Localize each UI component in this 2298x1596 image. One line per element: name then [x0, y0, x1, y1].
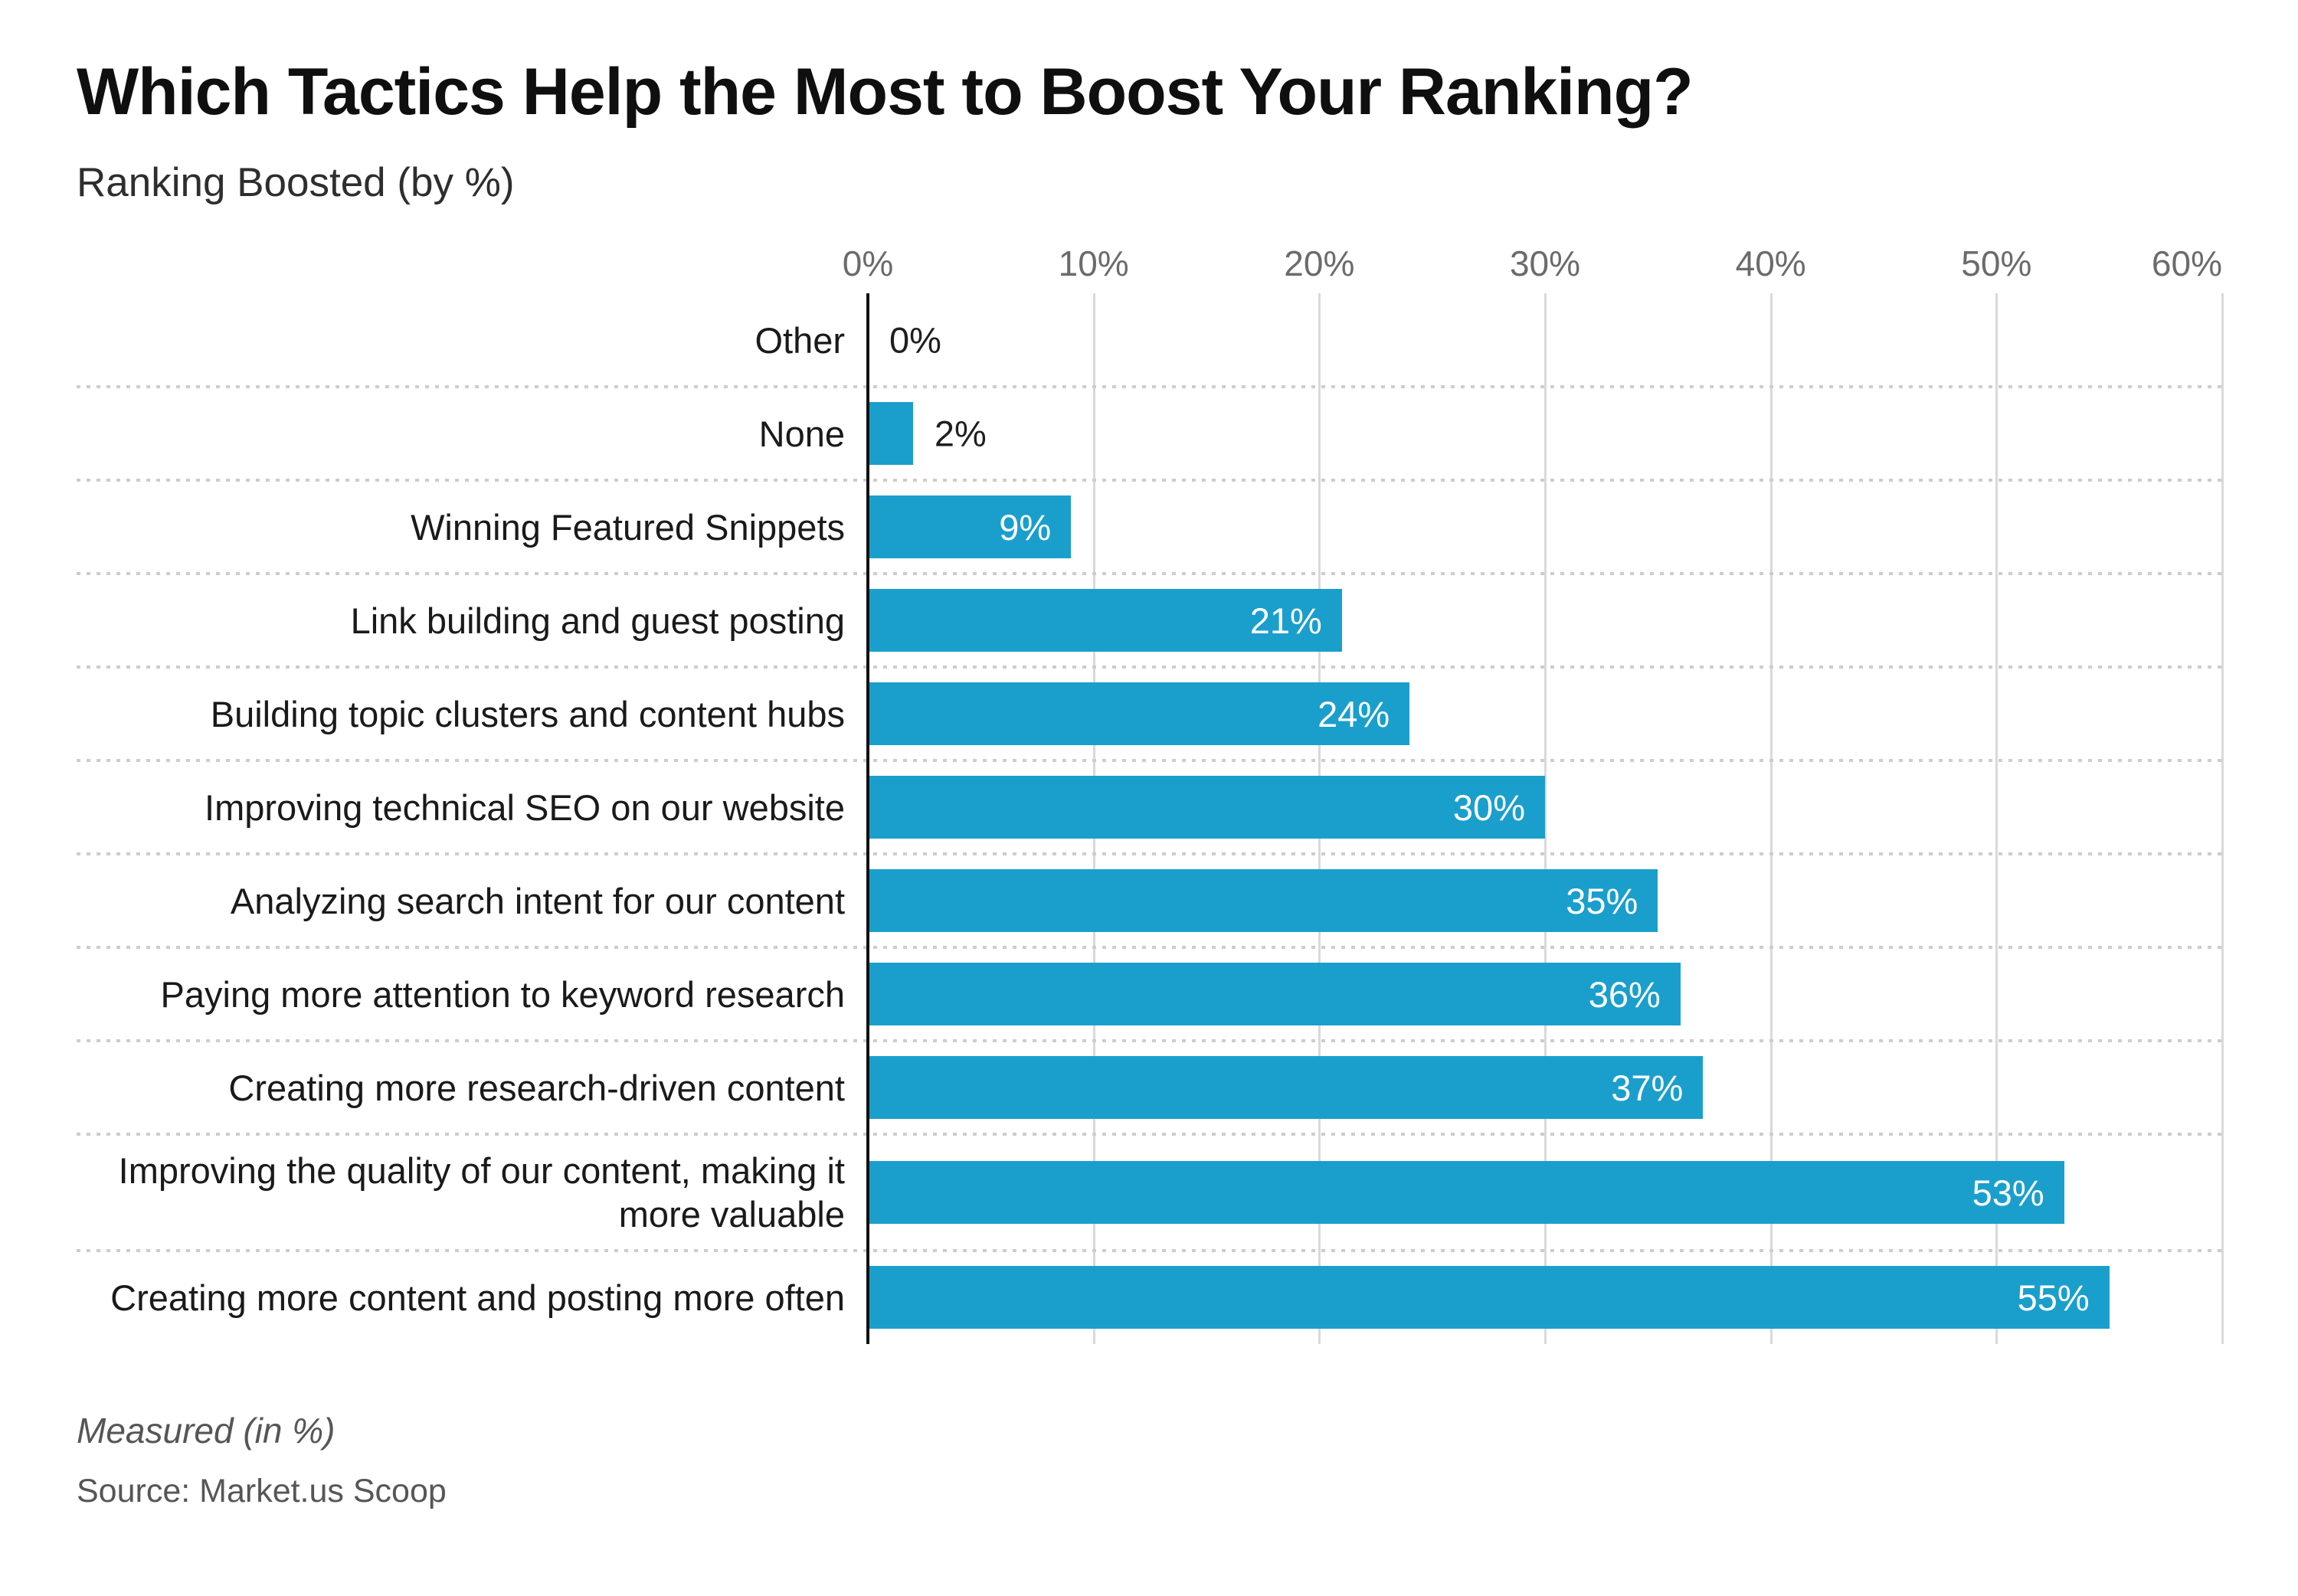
value-label: 9% — [999, 506, 1052, 548]
bar-track: 35% — [868, 854, 2222, 947]
chart-rows: Other 0% None 2% Winning Featured Snippe… — [77, 293, 2222, 1344]
bar-track: 24% — [868, 667, 2222, 760]
value-label: 21% — [1249, 600, 1322, 641]
bar: 53% — [868, 1161, 2064, 1225]
row-separator — [77, 572, 2222, 576]
x-tick-label: 50% — [1961, 244, 2032, 284]
measure-note: Measured (in %) — [77, 1411, 336, 1451]
row-separator — [77, 759, 2222, 763]
bar: 36% — [868, 963, 1681, 1026]
chart-subtitle: Ranking Boosted (by %) — [77, 160, 515, 206]
x-tick-label: 0% — [842, 244, 894, 284]
bar-track: 55% — [868, 1251, 2222, 1344]
chart-header: Which Tactics Help the Most to Boost You… — [0, 0, 2298, 206]
x-tick-label: 20% — [1284, 244, 1355, 284]
bar-track: 37% — [868, 1041, 2222, 1134]
x-tick-label: 10% — [1058, 244, 1129, 284]
bar — [868, 402, 913, 466]
row-separator — [77, 946, 2222, 950]
vertical-gridline — [1544, 293, 1547, 1345]
source-note: Source: Market.us Scoop — [77, 1473, 447, 1510]
value-label: 53% — [1972, 1172, 2044, 1213]
chart-row: Other 0% — [77, 293, 2222, 387]
bar-track: 53% — [868, 1134, 2222, 1251]
row-separator — [77, 852, 2222, 856]
category-label: Link building and guest posting — [350, 600, 845, 641]
category-label: Other — [755, 319, 845, 361]
bar: 37% — [868, 1056, 1704, 1120]
chart-footer: Measured (in %) Source: Market.us Scoop — [77, 1410, 2221, 1510]
category-label: Creating more research-driven content — [228, 1067, 845, 1108]
chart-row: Improving the quality of our content, ma… — [77, 1134, 2222, 1251]
value-label: 36% — [1588, 973, 1661, 1015]
value-label: 0% — [889, 319, 941, 361]
category-label: Improving technical SEO on our website — [205, 787, 845, 828]
chart-row: Creating more research-driven content 37… — [77, 1041, 2222, 1134]
row-separator — [77, 479, 2222, 482]
row-separator — [77, 666, 2222, 669]
x-axis-ticks: 0% 10% 20% 30% 40% 50% 60% — [77, 238, 2222, 293]
plot-area: Other 0% None 2% Winning Featured Snippe… — [77, 293, 2224, 1345]
chart-row: None 2% — [77, 387, 2222, 480]
bar-track: 30% — [868, 760, 2222, 854]
vertical-gridline — [1769, 293, 1773, 1345]
value-label: 35% — [1566, 880, 1638, 921]
bar-chart: 0% 10% 20% 30% 40% 50% 60% Other 0% None 2% Wi… — [77, 238, 2224, 1345]
x-tick-label: 40% — [1735, 244, 1806, 284]
chart-row: Analyzing search intent for our content … — [77, 854, 2222, 947]
row-separator — [77, 1133, 2222, 1136]
chart-row: Link building and guest posting 21% — [77, 574, 2222, 667]
vertical-gridline — [2221, 293, 2224, 1345]
category-label: Paying more attention to keyword researc… — [160, 973, 845, 1015]
bar: 9% — [868, 495, 1072, 559]
bar-track: 36% — [868, 947, 2222, 1041]
bar: 35% — [868, 869, 1658, 933]
bar: 55% — [868, 1266, 2110, 1329]
vertical-gridline — [1995, 293, 1998, 1345]
row-separator — [77, 385, 2222, 389]
category-label: Building topic clusters and content hubs — [210, 693, 845, 734]
value-label: 37% — [1611, 1067, 1684, 1108]
category-label: Improving the quality of our content, ma… — [118, 1150, 845, 1235]
chart-title: Which Tactics Help the Most to Boost You… — [77, 55, 1694, 129]
category-label: None — [758, 413, 845, 454]
chart-row: Building topic clusters and content hubs… — [77, 667, 2222, 760]
bar: 30% — [868, 776, 1545, 839]
category-label: Winning Featured Snippets — [411, 506, 845, 548]
value-label: 55% — [2017, 1277, 2090, 1318]
x-tick-label: 60% — [2151, 244, 2222, 284]
value-label: 24% — [1318, 693, 1390, 734]
bar-track: 2% — [868, 387, 2222, 480]
value-label: 2% — [934, 413, 987, 454]
bar-track: 9% — [868, 480, 2222, 574]
chart-row: Paying more attention to keyword researc… — [77, 947, 2222, 1041]
bar-track: 21% — [868, 574, 2222, 667]
row-separator — [77, 1039, 2222, 1043]
category-label: Analyzing search intent for our content — [230, 880, 845, 921]
category-label: Creating more content and posting more o… — [110, 1277, 845, 1318]
bar: 21% — [868, 589, 1342, 652]
chart-row: Winning Featured Snippets 9% — [77, 480, 2222, 574]
chart-row: Improving technical SEO on our website 3… — [77, 760, 2222, 854]
row-separator — [77, 1249, 2222, 1253]
bar: 24% — [868, 682, 1410, 746]
chart-row: Creating more content and posting more o… — [77, 1251, 2222, 1344]
bar-track: 0% — [868, 293, 2222, 387]
value-label: 30% — [1452, 787, 1525, 828]
x-tick-label: 30% — [1509, 244, 1581, 284]
y-axis-line — [866, 293, 869, 1345]
